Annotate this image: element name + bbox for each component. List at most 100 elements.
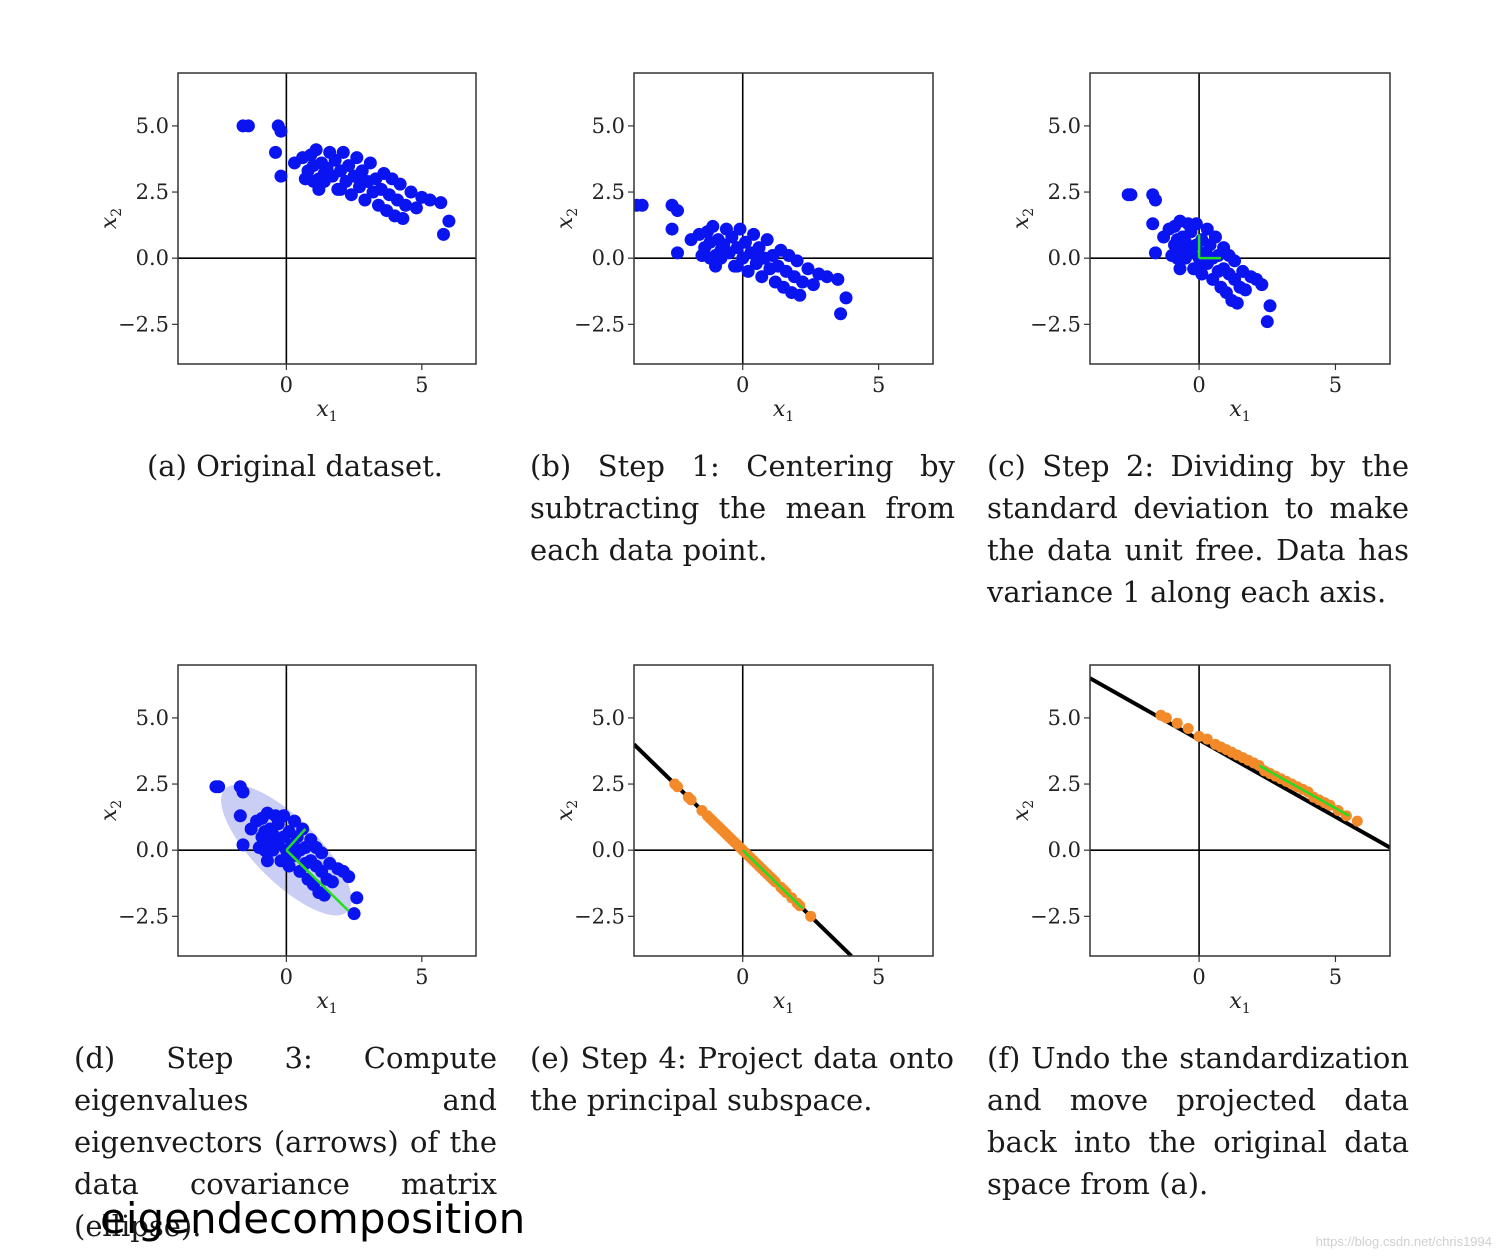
data-point <box>317 167 331 181</box>
y-tick-label: 0.0 <box>592 838 625 862</box>
data-point <box>353 172 367 186</box>
data-point <box>790 254 804 268</box>
y-tick-label: 2.5 <box>136 180 169 204</box>
caption-f: (f) Undo the standardization and move pr… <box>987 1041 1409 1201</box>
data-point <box>342 870 356 884</box>
data-point <box>347 907 361 921</box>
data-point <box>1173 262 1187 276</box>
y-tick-label: 5.0 <box>592 114 625 138</box>
data-point <box>236 838 250 852</box>
y-tick-label: −2.5 <box>118 312 169 336</box>
data-point <box>404 185 418 199</box>
y-tick-label: −2.5 <box>118 904 169 928</box>
projected-point <box>1182 722 1194 734</box>
data-point <box>1146 217 1160 231</box>
x-axis-label: x1 <box>773 989 794 1017</box>
y-tick-label: 2.5 <box>136 772 169 796</box>
data-point <box>236 785 250 799</box>
x-tick-label: 0 <box>1192 373 1205 397</box>
data-point <box>1255 278 1269 292</box>
plot-frame <box>633 664 934 957</box>
y-tick-label: 5.0 <box>136 706 169 730</box>
data-point <box>1260 315 1274 329</box>
y-axis-label: x2 <box>553 800 581 821</box>
data-point <box>714 243 728 257</box>
caption-a: (a) Original dataset. <box>146 449 444 483</box>
x-tick-label: 5 <box>415 965 428 989</box>
panel-b: 0 5 −2.5 0.0 2.5 5.0 x1 x2 <box>553 72 934 425</box>
y-tick-label: 0.0 <box>136 246 169 270</box>
y-tick-label: 2.5 <box>1048 180 1081 204</box>
caption-b: (b) Step 1: Centering by subtracting the… <box>530 449 955 567</box>
data-point <box>274 169 288 183</box>
projected-point <box>1160 712 1172 724</box>
data-point <box>749 249 763 263</box>
data-point <box>274 124 288 138</box>
y-tick-label: 2.5 <box>592 180 625 204</box>
data-point <box>1228 254 1242 268</box>
data-point <box>252 841 266 855</box>
data-point <box>1208 230 1222 244</box>
y-tick-label: −2.5 <box>574 312 625 336</box>
x-axis-label: x1 <box>1229 397 1250 425</box>
data-point <box>1230 296 1244 310</box>
data-point <box>233 809 247 823</box>
data-point <box>336 145 350 159</box>
caption-d: (d) Step 3: Compute eigenvalues and eige… <box>74 1041 497 1243</box>
y-axis-label: x2 <box>1009 208 1037 229</box>
data-point <box>312 182 326 196</box>
data-point <box>442 214 456 228</box>
y-tick-label: 0.0 <box>136 838 169 862</box>
plot-area <box>178 73 476 364</box>
data-point <box>1263 299 1277 313</box>
data-point <box>296 822 310 836</box>
eigenvector-arrow <box>285 849 350 912</box>
y-tick-label: 2.5 <box>1048 772 1081 796</box>
data-point <box>350 151 364 165</box>
y-tick-label: 0.0 <box>1048 838 1081 862</box>
data-point <box>315 846 329 860</box>
y-tick-label: 0.0 <box>592 246 625 270</box>
eigenvector-arrow <box>741 849 804 910</box>
projected-point <box>685 794 697 806</box>
data-point <box>358 193 372 207</box>
data-point <box>309 143 323 157</box>
x-tick-label: 0 <box>736 965 749 989</box>
data-point <box>325 875 339 889</box>
plot-area <box>1090 73 1390 364</box>
data-point <box>342 159 356 173</box>
x-axis-label: x1 <box>1229 989 1250 1017</box>
data-point <box>831 272 845 286</box>
plot-area <box>634 73 933 364</box>
data-point <box>409 201 423 215</box>
x-tick-label: 5 <box>872 373 885 397</box>
plot-area <box>634 665 933 956</box>
principal-subspace-line <box>1090 676 1390 850</box>
data-point <box>350 891 364 905</box>
data-point <box>399 198 413 212</box>
y-tick-label: 5.0 <box>1048 114 1081 138</box>
x-tick-label: 0 <box>280 965 293 989</box>
data-point <box>635 198 649 212</box>
y-tick-label: −2.5 <box>574 904 625 928</box>
caption-c: (c) Step 2: Dividing by the standard dev… <box>987 449 1409 609</box>
data-point <box>665 222 679 236</box>
footer-label: eigendecomposition <box>100 1194 526 1243</box>
data-point <box>738 235 752 249</box>
x-tick-label: 5 <box>1329 373 1342 397</box>
plot-frame <box>177 72 477 365</box>
data-point <box>287 814 301 828</box>
x-axis-label: x1 <box>316 989 337 1017</box>
x-tick-label: 0 <box>1192 965 1205 989</box>
data-point <box>328 153 342 167</box>
data-point <box>1200 222 1214 236</box>
panel-a: 0 5 −2.5 0.0 2.5 5.0 x1 x2 <box>97 72 477 425</box>
data-point <box>298 172 312 186</box>
panel-d: 0 5 −2.5 0.0 2.5 5.0 x1 x2 <box>97 664 477 1017</box>
panel-e: 0 5 −2.5 0.0 2.5 5.0 x1 x2 <box>553 664 934 1017</box>
y-tick-label: −2.5 <box>1030 904 1081 928</box>
y-axis-label: x2 <box>1009 800 1037 821</box>
y-axis-label: x2 <box>553 208 581 229</box>
data-point <box>1178 241 1192 255</box>
